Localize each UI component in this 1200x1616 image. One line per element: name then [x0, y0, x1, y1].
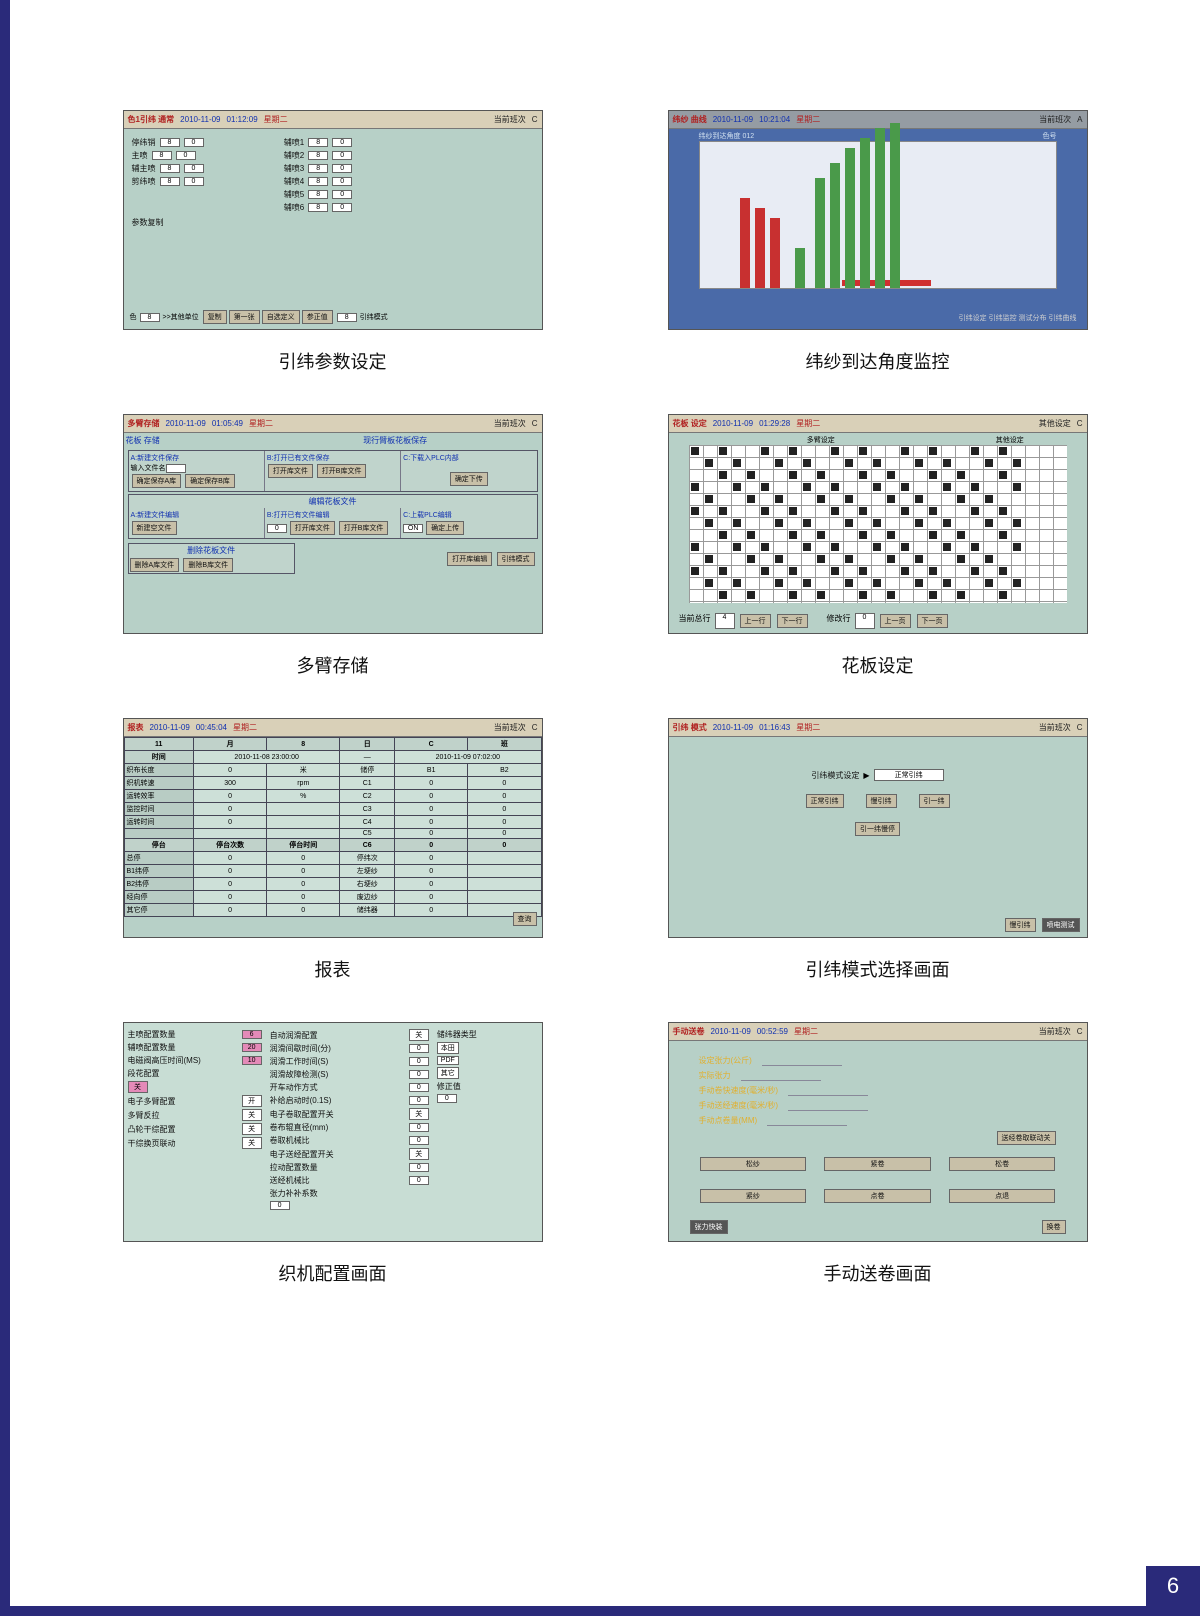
manual-button[interactable]: 点退 — [949, 1189, 1056, 1203]
win-title: 色1引纬 通常 — [128, 114, 175, 125]
bottom-button[interactable]: 参正值 — [302, 310, 333, 324]
config-value[interactable]: 关 — [409, 1148, 429, 1160]
manual-button[interactable]: 松卷 — [949, 1157, 1056, 1171]
config-value[interactable]: 0 — [409, 1123, 429, 1132]
config-value[interactable]: 0 — [409, 1057, 429, 1066]
chart-bar — [795, 248, 805, 288]
chart-bar — [860, 138, 870, 288]
titlebar: 色1引纬 通常 2010-11-09 01:12:09 星期二 当前班次 C — [124, 111, 542, 129]
config-value[interactable]: 关 — [242, 1137, 262, 1149]
report-table: 11月8日C班 时间 2010-11-08 23:00:00 — 2010-11… — [124, 737, 542, 917]
manual-button[interactable]: 点卷 — [824, 1189, 931, 1203]
config-value[interactable]: 0 — [409, 1096, 429, 1105]
config-value[interactable]: 6 — [242, 1030, 262, 1039]
chart-bar — [740, 198, 750, 288]
tension-quick[interactable]: 张力快装 — [690, 1220, 728, 1234]
query-button[interactable]: 查询 — [513, 912, 537, 926]
config-value[interactable]: 0 — [409, 1083, 429, 1092]
val-field[interactable]: 8 — [160, 177, 180, 186]
panel-dobby-storage: 多臂存储 2010-11-09 01:05:49 星期二 当前班次 C 花板 存… — [100, 414, 565, 678]
value-field[interactable] — [762, 1056, 842, 1066]
page-number: 6 — [1146, 1566, 1200, 1606]
val-field[interactable]: 8 — [152, 151, 172, 160]
week: 星期二 — [264, 114, 288, 125]
manual-button[interactable]: 紧纱 — [700, 1189, 807, 1203]
change-roll[interactable]: 换卷 — [1042, 1220, 1066, 1234]
chart-bar — [875, 128, 885, 288]
bottom-button[interactable]: 自选定义 — [262, 310, 300, 324]
value-field[interactable] — [788, 1086, 868, 1096]
config-value[interactable]: 0 — [409, 1044, 429, 1053]
chart-bar — [770, 218, 780, 288]
config-value[interactable]: 0 — [409, 1163, 429, 1172]
chart-bar — [845, 148, 855, 288]
bottom-button[interactable]: 复制 — [203, 310, 227, 324]
titlebar: 纬纱 曲线 2010-11-09 10:21:04 星期二 当前班次 A — [669, 111, 1087, 129]
chart-bar — [755, 208, 765, 288]
val-field[interactable]: 8 — [160, 138, 180, 147]
mode-button[interactable]: 引一纬 — [919, 794, 950, 808]
manual-button[interactable]: 紧卷 — [824, 1157, 931, 1171]
copy-label: 参数复制 — [132, 217, 164, 228]
chart-bar — [815, 178, 825, 288]
color-field[interactable]: 8 — [140, 313, 160, 322]
panel-loom-config: 主喷配置数量 6辅喷配置数量 20电磁阀高压时间(MS) 10段花配置关电子多臂… — [100, 1022, 565, 1286]
config-value[interactable]: 0 — [409, 1136, 429, 1145]
pattern-grid[interactable] — [689, 445, 1067, 603]
caption: 织机配置画面 — [279, 1260, 387, 1286]
panel-manual-letoff: 手动送卷 2010-11-09 00:52:59 星期二 当前班次 C 设定张力… — [645, 1022, 1110, 1286]
chart-bar — [890, 123, 900, 288]
param-label: 主喷 — [132, 150, 148, 161]
bottom-bar: 色 8 >>其他单位 复制第一张自选定义参正值 8 引纬模式 — [130, 309, 536, 325]
panel-pattern-setting: 花板 设定 2010-11-09 01:29:28 星期二 其他设定 C 多臂设… — [645, 414, 1110, 678]
time: 01:12:09 — [227, 115, 258, 124]
panel-report: 报表 2010-11-09 00:45:04 星期二 当前班次 C 11月8日C… — [100, 718, 565, 982]
mode-button[interactable]: 引一纬慢停 — [855, 822, 900, 836]
caption: 多臂存储 — [297, 652, 369, 678]
arrival-angle-chart — [699, 141, 1057, 289]
caption: 花板设定 — [842, 652, 914, 678]
panel-weft-mode: 引纬 模式 2010-11-09 01:16:43 星期二 当前班次 C 引纬模… — [645, 718, 1110, 982]
mode-button[interactable]: 慢引纬 — [866, 794, 897, 808]
config-value[interactable]: 关 — [409, 1108, 429, 1120]
date: 2010-11-09 — [180, 115, 220, 124]
param-label: 剪纬喷 — [132, 176, 156, 187]
link-switch[interactable]: 送经卷取联动关 — [997, 1131, 1056, 1145]
panel-weft-angle-monitor: 纬纱 曲线 2010-11-09 10:21:04 星期二 当前班次 A 纬纱到… — [645, 110, 1110, 374]
c: C — [532, 115, 538, 124]
save-a-button[interactable]: 确定保存A库 — [132, 474, 182, 488]
caption: 报表 — [315, 956, 351, 982]
value-field[interactable] — [788, 1101, 868, 1111]
footer-tabs[interactable]: 引纬设定 引纬监控 测试分布 引纬曲线 — [959, 313, 1077, 323]
range-indicator — [842, 280, 931, 286]
config-value[interactable]: 20 — [242, 1043, 262, 1052]
mode-button[interactable]: 正常引纬 — [806, 794, 844, 808]
shift: 当前班次 — [494, 114, 526, 125]
caption: 手动送卷画面 — [824, 1260, 932, 1286]
val-field[interactable]: 8 — [160, 164, 180, 173]
chart-bar — [830, 163, 840, 288]
param-label: 停纬销 — [132, 137, 156, 148]
value-field[interactable] — [767, 1116, 847, 1126]
caption: 引纬参数设定 — [279, 348, 387, 374]
config-value[interactable]: 0 — [409, 1176, 429, 1185]
save-b-button[interactable]: 确定保存B库 — [185, 474, 235, 488]
config-value[interactable]: 关 — [242, 1109, 262, 1121]
caption: 纬纱到达角度监控 — [806, 348, 950, 374]
config-value[interactable]: 开 — [242, 1095, 262, 1107]
config-value[interactable]: 关 — [242, 1123, 262, 1135]
bottom-button[interactable]: 第一张 — [229, 310, 260, 324]
config-value[interactable]: 10 — [242, 1056, 262, 1065]
param-label: 辅主喷 — [132, 163, 156, 174]
filename-input[interactable] — [166, 464, 186, 473]
manual-button[interactable]: 松纱 — [700, 1157, 807, 1171]
panel-weft-params: 色1引纬 通常 2010-11-09 01:12:09 星期二 当前班次 C 停… — [100, 110, 565, 374]
mode-display: 正常引纬 — [874, 769, 944, 781]
value-field[interactable] — [741, 1071, 821, 1081]
config-value[interactable]: 关 — [409, 1029, 429, 1041]
caption: 引纬模式选择画面 — [806, 956, 950, 982]
config-value[interactable]: 0 — [409, 1070, 429, 1079]
